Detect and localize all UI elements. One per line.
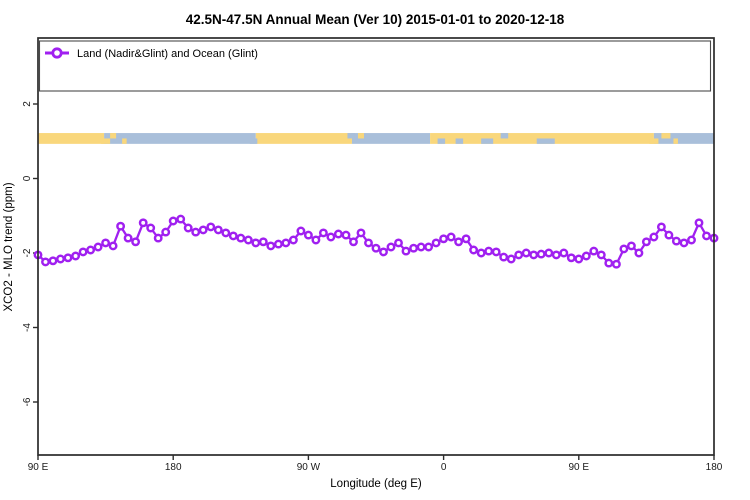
axis-ticks: 90 E 180 90 W 0 90 E 180 2 0 -2 -4 -6 — [22, 101, 723, 473]
data-series — [33, 214, 719, 269]
legend-label: Land (Nadir&Glint) and Ocean (Glint) — [77, 48, 258, 60]
svg-text:-4: -4 — [22, 323, 33, 332]
svg-text:-2: -2 — [22, 248, 33, 257]
svg-text:0: 0 — [22, 175, 33, 181]
x-axis-label: Longitude (deg E) — [330, 478, 422, 490]
svg-text:90 E: 90 E — [28, 462, 49, 473]
land-ocean-strip — [38, 133, 714, 144]
y-axis-label: XCO2 - MLO trend (ppm) — [3, 182, 15, 311]
svg-text:90 E: 90 E — [569, 462, 590, 473]
svg-text:180: 180 — [165, 462, 182, 473]
svg-text:2: 2 — [22, 101, 33, 107]
svg-text:0: 0 — [441, 462, 447, 473]
legend-box — [38, 40, 712, 92]
svg-text:180: 180 — [706, 462, 723, 473]
legend-marker-icon — [45, 47, 69, 59]
plot-frame — [37, 37, 715, 456]
chart-title: 42.5N-47.5N Annual Mean (Ver 10) 2015-01… — [186, 12, 565, 27]
svg-text:-6: -6 — [22, 397, 33, 406]
svg-text:90 W: 90 W — [297, 462, 321, 473]
